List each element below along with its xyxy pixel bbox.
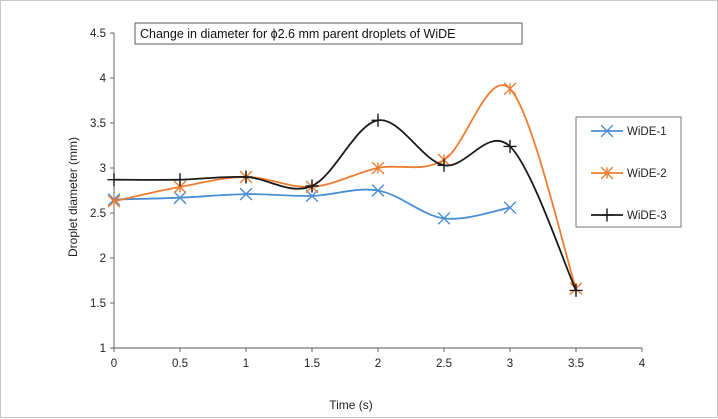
data-point-wide-1 [173,191,187,204]
series-wide-2 [107,82,583,295]
legend-item-wide-3: WiDE-3 [591,208,667,222]
legend-item-wide-1: WiDE-1 [591,124,667,138]
marker-wide-1-stroke [503,201,517,214]
legend-label-wide-3: WiDE-3 [627,210,667,222]
y-tick-label: 3.5 [90,118,106,130]
data-point-wide-2 [503,82,517,96]
chart-title-box [134,22,523,45]
x-tick-label: 3.5 [568,358,584,370]
series-layer [107,82,583,298]
series-line-wide-2 [113,84,577,289]
data-point-wide-3 [239,170,253,184]
y-axis-title: Droplet diameter (mm) [66,137,80,257]
x-tick-label: 3 [507,358,513,370]
x-tick-label: 2 [375,358,381,370]
x-axis-title: Time (s) [329,398,373,412]
marker-wide-1-stroke [437,212,451,225]
y-tick-label: 3 [100,163,106,175]
legend-box [575,116,682,228]
data-point-wide-2 [371,161,385,175]
data-point-wide-1 [503,201,517,214]
legend-item-wide-2: WiDE-2 [591,166,667,180]
x-tick-label: 2.5 [436,358,452,370]
series-wide-3 [107,113,583,298]
y-tick-label: 2.5 [90,208,106,220]
legend-label-wide-1: WiDE-1 [627,126,667,138]
x-tick-label: 1.5 [304,358,320,370]
marker-wide-1-stroke [371,184,385,197]
y-tick-label: 1.5 [90,298,106,310]
x-tick-label: 4 [639,358,646,370]
chart-title-group: Change in diameter for ϕ2.6 mm parent dr… [134,22,523,45]
x-tick-label: 0 [111,358,117,370]
data-point-wide-3 [173,172,187,187]
marker-wide-1-stroke [239,187,253,201]
x-tick-label: 0.5 [172,358,188,370]
data-point-wide-3 [107,172,121,187]
data-point-wide-3 [305,179,319,193]
y-tick-label: 2 [100,253,106,265]
data-point-wide-2 [107,195,121,208]
marker-wide-1-stroke [305,189,319,203]
chart-title: Change in diameter for ϕ2.6 mm parent dr… [140,27,455,41]
data-point-wide-1 [239,187,253,201]
data-point-wide-3 [371,113,385,128]
data-point-wide-1 [371,184,385,197]
data-point-wide-3 [503,139,517,154]
series-line-wide-1 [113,188,511,220]
y-tick-label: 4 [100,73,107,85]
marker-wide-1-stroke [173,191,187,204]
legend-label-wide-2: WiDE-2 [627,168,667,180]
data-point-wide-3 [437,158,451,173]
y-tick-label: 4.5 [90,28,106,40]
legend: WiDE-1 WiDE-2 WiDE-3 [575,116,682,228]
data-point-wide-3 [569,283,583,298]
y-tick-label: 1 [100,343,106,355]
x-tick-label: 1 [243,358,249,370]
data-point-wide-1 [437,212,451,225]
series-wide-1 [107,184,517,225]
legend-marker-wide-1-stroke [600,124,614,138]
data-point-wide-1 [305,189,319,203]
axes: 0 0.5 1 1.5 2 2.5 3 3.5 4 1 1.5 2 2.5 3 3.5 4 4.5 [90,28,646,370]
